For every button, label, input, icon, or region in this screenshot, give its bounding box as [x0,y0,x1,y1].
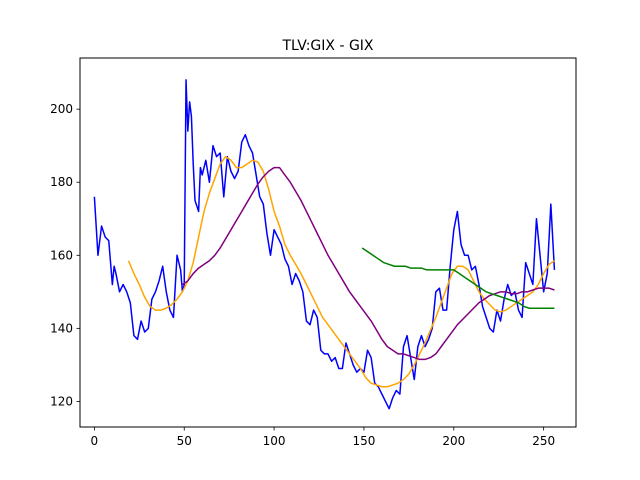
series-line-0 [93,79,556,410]
ticks-layer: 0 50 100 150 200 250 120 140 160 180 200 [50,102,555,448]
x-tick-label: 200 [442,434,465,448]
series-layer [93,79,556,410]
y-tick-label: 180 [50,175,73,189]
series-line-1 [127,155,555,388]
y-tick-label: 120 [50,394,73,408]
y-tick-label: 140 [50,321,73,335]
series-line-3 [361,247,555,310]
x-tick-label: 0 [91,434,99,448]
x-tick-label: 250 [532,434,555,448]
x-tick-label: 50 [177,434,192,448]
x-tick-label: 100 [263,434,286,448]
y-tick-label: 160 [50,248,73,262]
x-tick-label: 150 [352,434,375,448]
chart-title: TLV:GIX - GIX [281,38,373,54]
plot-frame [79,57,577,428]
y-tick-label: 200 [50,102,73,116]
